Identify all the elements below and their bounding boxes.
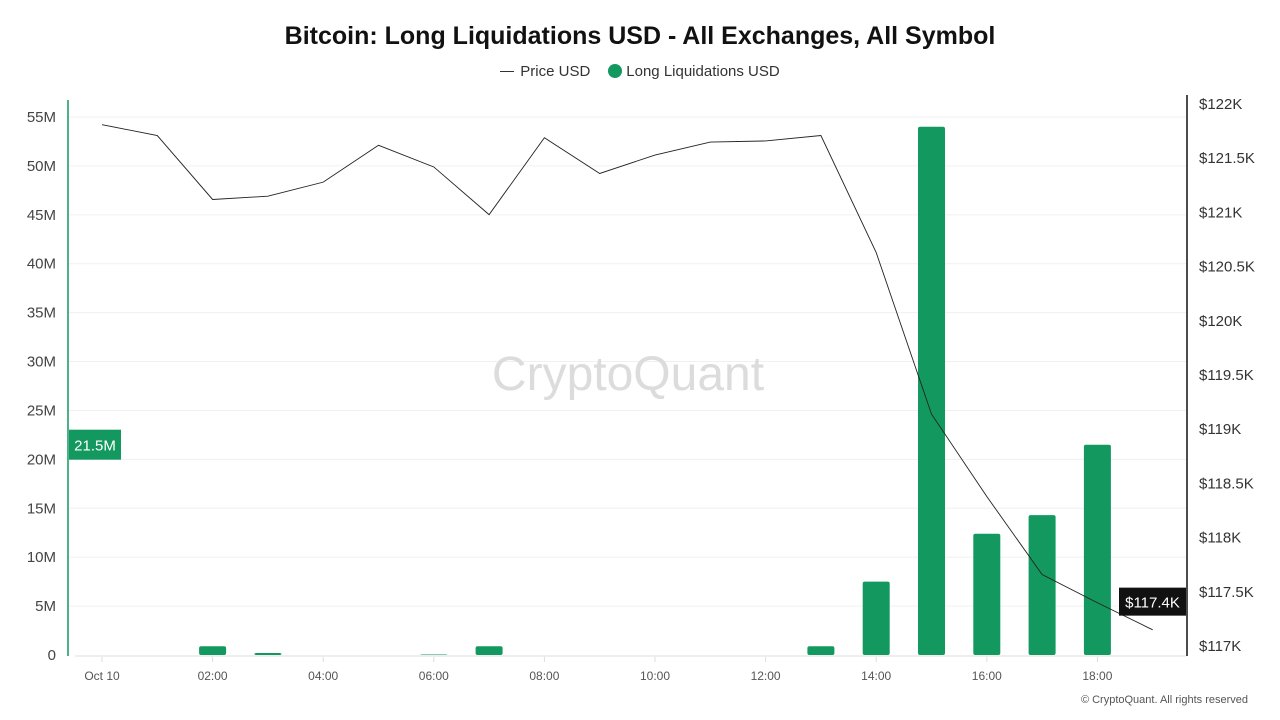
x-tick-label: 18:00 — [1082, 669, 1112, 683]
left-tick-label: 15M — [27, 500, 56, 517]
right-tick-label: $121.5K — [1199, 150, 1255, 167]
price-line — [101, 124, 1153, 631]
right-tick-label: $119K — [1199, 421, 1241, 438]
bar — [918, 126, 945, 656]
copyright: © CryptoQuant. All rights reserved — [1080, 694, 1248, 706]
legend-line-swatch — [500, 70, 515, 72]
legend-dot-swatch — [608, 64, 623, 79]
left-tick-label: 45M — [27, 207, 56, 224]
bar — [807, 646, 835, 655]
right-tick-label: $120K — [1199, 313, 1242, 330]
bar — [1083, 444, 1111, 655]
left-tick-label: 0 — [48, 647, 56, 664]
x-tick-label: 08:00 — [529, 669, 559, 683]
x-tick-label: 12:00 — [751, 669, 781, 683]
left-tick-label: 55M — [27, 109, 56, 126]
left-value-marker — [69, 429, 121, 460]
left-tick-label: 5M — [35, 598, 56, 615]
x-tick-label: 02:00 — [198, 669, 228, 683]
bar — [973, 533, 1001, 655]
right-value-marker-label: $117.4K — [1125, 595, 1180, 612]
bar — [862, 581, 890, 655]
x-tick-label: Oct 10 — [84, 669, 120, 683]
right-tick-label: $121K — [1199, 204, 1242, 221]
left-tick-label: 35M — [27, 305, 56, 322]
legend: Price USD Long Liquidations USD — [0, 62, 1280, 80]
bar — [475, 646, 503, 655]
bar — [199, 646, 227, 655]
left-value-marker-label: 21.5M — [74, 438, 116, 455]
x-tick-label: 06:00 — [419, 669, 449, 683]
watermark: CryptoQuant — [492, 348, 764, 401]
chart-title: Bitcoin: Long Liquidations USD - All Exc… — [284, 22, 996, 50]
x-tick-label: 10:00 — [640, 669, 670, 683]
right-tick-label: $119.5K — [1199, 367, 1254, 384]
left-tick-label: 40M — [27, 256, 56, 273]
right-tick-label: $118K — [1199, 530, 1241, 547]
left-tick-label: 25M — [27, 402, 56, 419]
right-tick-label: $120.5K — [1199, 259, 1255, 276]
right-value-marker — [1119, 587, 1186, 616]
right-tick-label: $117K — [1199, 638, 1241, 655]
bar — [254, 653, 282, 655]
right-tick-label: $118.5K — [1199, 475, 1254, 492]
legend-price[interactable]: Price USD — [520, 62, 591, 80]
x-tick-label: 16:00 — [972, 669, 1002, 683]
left-tick-label: 20M — [27, 451, 56, 468]
bar — [1028, 515, 1056, 655]
legend-liquidations[interactable]: Long Liquidations USD — [626, 62, 780, 80]
right-tick-label: $117.5K — [1199, 584, 1254, 601]
x-tick-label: 04:00 — [308, 669, 338, 683]
left-tick-label: 50M — [27, 158, 56, 175]
x-tick-label: 14:00 — [861, 669, 891, 683]
left-tick-label: 10M — [27, 549, 56, 566]
left-tick-label: 30M — [27, 354, 56, 371]
right-tick-label: $122K — [1199, 96, 1242, 113]
